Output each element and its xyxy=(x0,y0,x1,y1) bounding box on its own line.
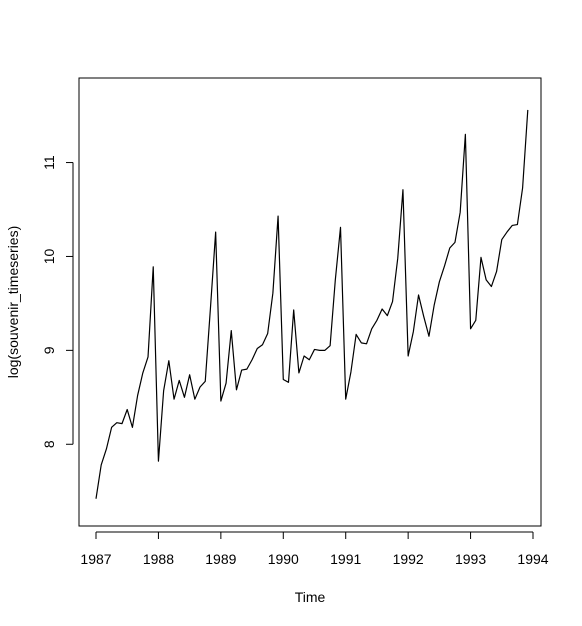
series-line xyxy=(95,109,529,499)
x-tick-label: 1990 xyxy=(268,551,299,567)
x-tick-label: 1992 xyxy=(393,551,424,567)
x-tick-label: 1988 xyxy=(143,551,174,567)
x-tick-label: 1987 xyxy=(80,551,111,567)
y-tick-label: 11 xyxy=(41,155,57,170)
y-tick-label: 10 xyxy=(41,248,57,264)
y-tick-label: 8 xyxy=(41,440,57,448)
y-tick-label: 9 xyxy=(41,346,57,354)
x-axis: 1987 1988 1989 1990 1991 1992 1993 1994 xyxy=(80,531,549,567)
y-axis-label: log(souvenir_timeseries) xyxy=(5,226,21,379)
x-tick-label: 1989 xyxy=(205,551,236,567)
x-tick-label: 1994 xyxy=(517,551,548,567)
x-axis-label: Time xyxy=(295,589,326,605)
x-tick-label: 1993 xyxy=(455,551,486,567)
x-tick-label: 1991 xyxy=(330,551,361,567)
plot-frame xyxy=(78,77,542,527)
y-axis: 8 9 10 11 xyxy=(41,155,74,448)
